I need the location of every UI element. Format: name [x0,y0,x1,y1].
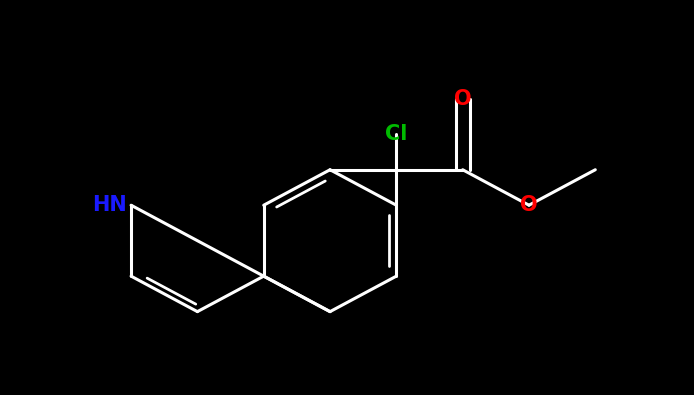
Text: Cl: Cl [385,124,407,144]
Text: HN: HN [92,195,127,215]
Text: O: O [454,89,471,109]
Text: O: O [520,195,538,215]
